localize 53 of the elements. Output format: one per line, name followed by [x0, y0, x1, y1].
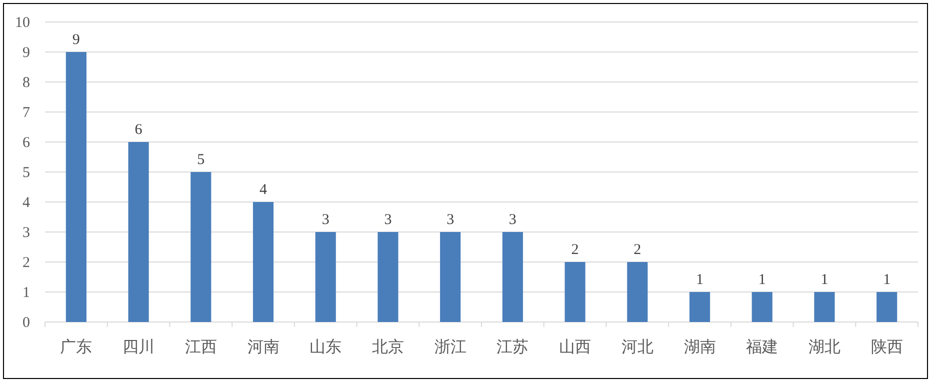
data-label: 6 [134, 122, 143, 138]
bar [66, 52, 86, 322]
bar [128, 142, 149, 322]
bar [876, 292, 898, 322]
y-tick-label: 5 [22, 165, 30, 181]
y-tick-label: 2 [22, 255, 30, 271]
y-tick-label: 6 [22, 135, 30, 151]
x-tick-label: 北京 [372, 338, 404, 356]
data-label: 2 [571, 242, 579, 258]
y-tick-label: 9 [22, 45, 30, 61]
y-tick-label: 4 [22, 195, 30, 211]
bar [564, 262, 586, 322]
data-label: 1 [883, 272, 891, 288]
bar [627, 262, 648, 322]
y-tick-label: 10 [15, 15, 30, 31]
bar [252, 202, 274, 322]
data-label: 4 [260, 182, 268, 198]
bar [502, 232, 523, 322]
bar [440, 232, 461, 322]
y-tick-label: 0 [22, 315, 30, 331]
y-tick-label: 8 [22, 75, 30, 91]
x-tick-label: 浙江 [434, 338, 466, 356]
bar [190, 172, 212, 322]
x-tick-label: 山东 [310, 338, 342, 356]
bar [315, 232, 336, 322]
x-tick-label: 江西 [184, 339, 217, 356]
x-tick-label: 湖南 [684, 338, 716, 356]
bar [814, 292, 835, 322]
data-label: 2 [634, 242, 642, 258]
data-label: 1 [758, 272, 766, 288]
x-tick-label: 江苏 [496, 338, 529, 356]
bar [689, 292, 710, 322]
data-label: 3 [384, 212, 392, 228]
x-tick-label: 福建 [746, 338, 778, 356]
data-label: 3 [446, 212, 454, 228]
bar [378, 232, 398, 322]
y-tick-label: 7 [22, 105, 30, 121]
y-tick-label: 3 [22, 225, 30, 241]
x-tick-label: 河北 [621, 338, 654, 356]
data-label: 3 [322, 212, 330, 228]
x-tick-label: 河南 [247, 338, 280, 356]
data-label: 5 [197, 152, 205, 168]
x-tick-label: 陕西 [870, 339, 903, 356]
bar [752, 292, 772, 322]
data-label: 1 [696, 272, 704, 288]
x-tick-label: 山西 [559, 338, 592, 356]
data-label: 3 [508, 212, 516, 228]
y-tick-label: 1 [22, 285, 30, 301]
x-tick-label: 广东 [60, 338, 92, 356]
data-label: 9 [72, 32, 80, 48]
x-tick-label: 四川 [122, 338, 155, 356]
x-tick-label: 湖北 [808, 338, 840, 356]
data-label: 1 [820, 272, 828, 288]
